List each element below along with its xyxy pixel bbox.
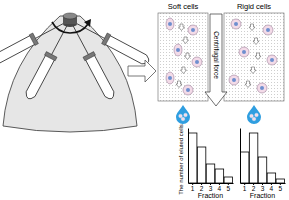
x-axis: 12345 (189, 183, 234, 192)
process-arrow (128, 60, 156, 82)
cell (188, 25, 198, 35)
x-tick: 2 (200, 183, 204, 192)
x-tick: 5 (227, 183, 231, 192)
bar (197, 147, 205, 183)
x-axis: 12345 (241, 183, 286, 192)
tube (0, 15, 73, 67)
bar (224, 177, 232, 183)
x-tick: 4 (270, 183, 274, 192)
x-tick-label: 5 (227, 185, 231, 192)
cell (192, 57, 202, 67)
chart: 12345 (188, 129, 233, 192)
x-tick: 2 (252, 183, 256, 192)
rotor (63, 13, 77, 19)
chart: 12345 (240, 129, 285, 192)
x-tick-label: 3 (261, 185, 265, 192)
x-tick-label: 4 (270, 185, 274, 192)
x-tick-label: 2 (200, 185, 204, 192)
x-tick: 3 (209, 183, 213, 192)
force-arrow (205, 14, 227, 106)
cell-arrow (183, 37, 189, 44)
x-tick: 3 (261, 183, 265, 192)
cell-arrow (185, 53, 191, 60)
x-tick: 1 (243, 183, 247, 192)
x-tick-label: 1 (191, 185, 195, 192)
y-axis-line (240, 129, 241, 184)
x-tick: 5 (279, 183, 283, 192)
x-tick-label: 5 (279, 185, 283, 192)
cell (166, 72, 174, 84)
panel (158, 13, 208, 101)
cell-arrow (255, 53, 261, 60)
x-axis-title: Fraction (198, 192, 223, 199)
cell (166, 18, 174, 30)
cell-arrow (179, 24, 185, 31)
drop (176, 105, 190, 124)
rotation-arrow-head (84, 19, 91, 27)
panel-label: Soft cells (168, 2, 199, 11)
x-tick: 1 (191, 183, 195, 192)
cell (174, 44, 182, 56)
cell-arrow (253, 38, 259, 45)
bar (206, 164, 214, 183)
y-axis (240, 129, 241, 184)
bar (188, 133, 196, 183)
cell (257, 83, 267, 93)
bar (267, 173, 275, 183)
y-axis (188, 129, 189, 184)
tube (67, 15, 151, 67)
x-tick-label: 2 (252, 185, 256, 192)
bar (276, 179, 284, 183)
bars (240, 133, 284, 183)
panel (224, 13, 284, 101)
y-axis-title: The number of eluted cells (178, 124, 184, 195)
cell (267, 55, 277, 65)
cell (231, 19, 241, 29)
tube (23, 17, 75, 101)
force-label: Centrifugal force (212, 31, 220, 79)
cell (239, 47, 249, 57)
x-tick-label: 3 (209, 185, 213, 192)
cell-arrow (176, 81, 182, 88)
tube (65, 17, 117, 101)
cell (263, 25, 273, 35)
panel-label: Rigid cells (237, 2, 271, 11)
cell (183, 85, 193, 95)
cell-arrow (245, 81, 251, 88)
canvas: Soft cellsRigid cellsCentrifugal force12… (0, 0, 289, 200)
cell (229, 75, 239, 85)
drop (247, 105, 261, 124)
centrifuge-body (3, 16, 137, 132)
cell-arrow (181, 67, 187, 74)
cell-arrow (249, 24, 255, 31)
cell-arrow (250, 67, 256, 74)
x-axis-title: Fraction (250, 192, 275, 199)
rotation-arrow (52, 22, 88, 33)
bar (258, 157, 266, 183)
x-tick-label: 1 (243, 185, 247, 192)
bar (240, 152, 248, 183)
bar (249, 133, 257, 183)
x-tick: 4 (218, 183, 222, 192)
y-axis-line (188, 129, 189, 184)
x-tick-label: 4 (218, 185, 222, 192)
bars (188, 133, 232, 183)
bar (215, 169, 223, 183)
